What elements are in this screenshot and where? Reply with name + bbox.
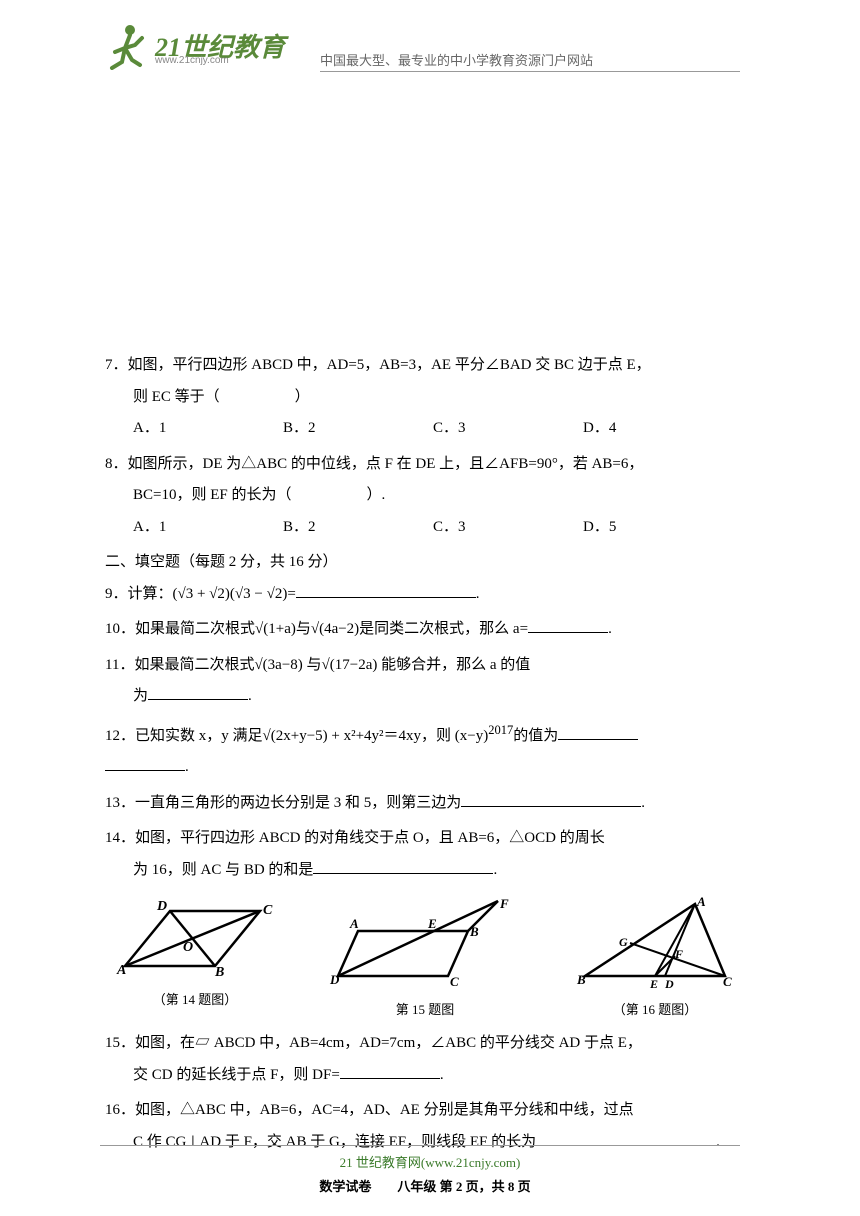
q13-blank bbox=[461, 789, 641, 807]
q16-line1: 16．如图，△ABC 中，AB=6，AC=4，AD、AE 分别是其角平分线和中线… bbox=[105, 1095, 745, 1127]
footer-text: 21 世纪教育网(www.21cnjy.com) bbox=[0, 1152, 860, 1171]
q12-post: . bbox=[185, 759, 189, 775]
fig15-svg: A B C D E F bbox=[328, 896, 523, 991]
figures-row: A B C D O （第 14 题图） A B C D E F 第 15 题图 bbox=[105, 896, 745, 1023]
fig14-caption: （第 14 题图） bbox=[153, 992, 238, 1007]
q10-text: 10．如果最简二次根式√(1+a)与√(4a−2)是同类二次根式，那么 a= bbox=[105, 621, 528, 637]
figure-14: A B C D O （第 14 题图） bbox=[115, 896, 275, 1023]
q7-opt-d: D．4 bbox=[583, 413, 733, 445]
q8-opt-a: A．1 bbox=[133, 512, 283, 544]
q15-post: . bbox=[440, 1067, 444, 1083]
svg-text:A: A bbox=[696, 896, 706, 909]
header-tagline: 中国最大型、最专业的中小学教育资源门户网站 bbox=[320, 50, 740, 72]
q13-post: . bbox=[641, 795, 645, 811]
q8-opt-c: C．3 bbox=[433, 512, 583, 544]
logo-url: www.21cnjy.com bbox=[155, 55, 229, 66]
q7-options: A．1 B．2 C．3 D．4 bbox=[105, 413, 745, 445]
fig16-caption: （第 16 题图） bbox=[613, 1002, 698, 1017]
exam-content: 7．如图，平行四边形 ABCD 中，AD=5，AB=3，AE 平分∠BAD 交 … bbox=[105, 350, 745, 1201]
q9-text: 9．计算：(√3 + √2)(√3 − √2)= bbox=[105, 586, 296, 602]
question-12: 12．已知实数 x，y 满足√(2x+y−5) + x²+4y²＝4xy，则 (… bbox=[105, 717, 745, 784]
svg-text:C: C bbox=[263, 903, 273, 918]
q7-line2: 则 EC 等于（ ） bbox=[105, 382, 745, 414]
q8-line1: 8．如图所示，DE 为△ABC 的中位线，点 F 在 DE 上，且∠AFB=90… bbox=[105, 449, 745, 481]
q11-blank bbox=[148, 682, 248, 700]
svg-text:A: A bbox=[349, 916, 359, 931]
q7-opt-b: B．2 bbox=[283, 413, 433, 445]
q8-opt-b: B．2 bbox=[283, 512, 433, 544]
q15-line2: 交 CD 的延长线于点 F，则 DF= bbox=[105, 1067, 340, 1083]
q16-blank bbox=[536, 1128, 716, 1146]
svg-text:D: D bbox=[329, 972, 340, 987]
svg-text:E: E bbox=[649, 977, 658, 991]
question-13: 13．一直角三角形的两边长分别是 3 和 5，则第三边为. bbox=[105, 788, 745, 820]
svg-text:D: D bbox=[664, 977, 674, 991]
page-header: 21世纪教育 www.21cnjy.com 中国最大型、最专业的中小学教育资源门… bbox=[0, 0, 860, 90]
question-14: 14．如图，平行四边形 ABCD 的对角线交于点 O，且 AB=6，△OCD 的… bbox=[105, 823, 745, 886]
fig14-svg: A B C D O bbox=[115, 896, 275, 981]
q8-options: A．1 B．2 C．3 D．5 bbox=[105, 512, 745, 544]
q14-post: . bbox=[493, 862, 497, 878]
q14-line2: 为 16，则 AC 与 BD 的和是 bbox=[105, 862, 313, 878]
q9-blank bbox=[296, 580, 476, 598]
q12-blank2 bbox=[105, 753, 185, 771]
svg-text:F: F bbox=[674, 947, 683, 961]
svg-text:C: C bbox=[450, 974, 459, 989]
q16-line2: C 作 CG⊥AD 于 F，交 AB 于 G，连接 EF，则线段 EF 的长为 bbox=[105, 1134, 536, 1150]
fig15-caption: 第 15 题图 bbox=[396, 1002, 455, 1017]
q11-post: . bbox=[248, 688, 252, 704]
svg-text:F: F bbox=[499, 896, 509, 911]
question-16: 16．如图，△ABC 中，AB=6，AC=4，AD、AE 分别是其角平分线和中线… bbox=[105, 1095, 745, 1158]
q10-post: . bbox=[608, 621, 612, 637]
q11-line1: 11．如果最简二次根式√(3a−8) 与√(17−2a) 能够合并，那么 a 的… bbox=[105, 650, 745, 682]
q10-blank bbox=[528, 615, 608, 633]
question-11: 11．如果最简二次根式√(3a−8) 与√(17−2a) 能够合并，那么 a 的… bbox=[105, 650, 745, 713]
question-15: 15．如图，在▱ ABCD 中，AB=4cm，AD=7cm，∠ABC 的平分线交… bbox=[105, 1028, 745, 1091]
q16-post: . bbox=[716, 1134, 720, 1150]
q13-pre: 13．一直角三角形的两边长分别是 3 和 5，则第三边为 bbox=[105, 795, 461, 811]
question-10: 10．如果最简二次根式√(1+a)与√(4a−2)是同类二次根式，那么 a=. bbox=[105, 614, 745, 646]
fig16-svg: B C A E D G F bbox=[575, 896, 735, 991]
footer-divider bbox=[100, 1145, 740, 1146]
svg-text:D: D bbox=[156, 899, 167, 914]
logo-running-figure-icon bbox=[100, 20, 150, 70]
q14-blank bbox=[313, 856, 493, 874]
question-9: 9．计算：(√3 + √2)(√3 − √2)=. bbox=[105, 579, 745, 611]
question-7: 7．如图，平行四边形 ABCD 中，AD=5，AB=3，AE 平分∠BAD 交 … bbox=[105, 350, 745, 445]
q14-line1: 14．如图，平行四边形 ABCD 的对角线交于点 O，且 AB=6，△OCD 的… bbox=[105, 823, 745, 855]
svg-text:G: G bbox=[619, 935, 628, 949]
svg-text:B: B bbox=[214, 965, 224, 980]
q7-line1: 7．如图，平行四边形 ABCD 中，AD=5，AB=3，AE 平分∠BAD 交 … bbox=[105, 350, 745, 382]
q12-sup: 2017 bbox=[488, 723, 513, 737]
q15-blank bbox=[340, 1061, 440, 1079]
svg-text:O: O bbox=[183, 940, 193, 955]
q15-line1: 15．如图，在▱ ABCD 中，AB=4cm，AD=7cm，∠ABC 的平分线交… bbox=[105, 1028, 745, 1060]
q11-line2: 为 bbox=[105, 688, 148, 704]
svg-text:B: B bbox=[576, 972, 586, 987]
svg-text:E: E bbox=[427, 916, 437, 931]
figure-15: A B C D E F 第 15 题图 bbox=[328, 896, 523, 1023]
q7-opt-a: A．1 bbox=[133, 413, 283, 445]
svg-text:C: C bbox=[723, 974, 732, 989]
q8-opt-d: D．5 bbox=[583, 512, 733, 544]
q12-mid: 的值为 bbox=[513, 728, 558, 744]
q7-opt-c: C．3 bbox=[433, 413, 583, 445]
page-number: 数学试卷 八年级 第 2 页，共 8 页 bbox=[105, 1173, 745, 1200]
svg-text:B: B bbox=[469, 924, 479, 939]
q8-line2: BC=10，则 EF 的长为（ ）. bbox=[105, 480, 745, 512]
figure-16: B C A E D G F （第 16 题图） bbox=[575, 896, 735, 1023]
q12-blank bbox=[558, 722, 638, 740]
svg-text:A: A bbox=[116, 963, 126, 978]
section-2-title: 二、填空题（每题 2 分，共 16 分） bbox=[105, 547, 745, 579]
question-8: 8．如图所示，DE 为△ABC 的中位线，点 F 在 DE 上，且∠AFB=90… bbox=[105, 449, 745, 544]
q12-pre: 12．已知实数 x，y 满足√(2x+y−5) + x²+4y²＝4xy，则 (… bbox=[105, 728, 488, 744]
